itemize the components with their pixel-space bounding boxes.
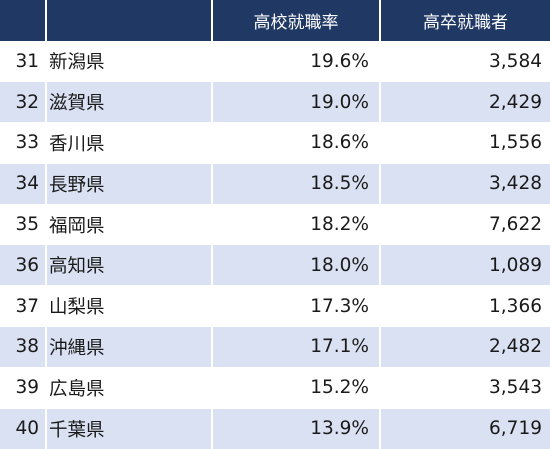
employed-cell: 3,584 (380, 40, 550, 82)
rate-cell: 15.2% (212, 366, 381, 409)
employed-cell: 2,482 (380, 326, 550, 368)
rank-cell: 40 (0, 407, 47, 449)
prefecture-cell: 滋賀県 (46, 81, 213, 123)
table-row: 31 新潟県 19.6% 3,584 (0, 40, 550, 82)
rate-cell: 19.6% (212, 40, 381, 82)
prefecture-cell: 広島県 (46, 366, 213, 409)
rank-cell: 32 (0, 81, 47, 123)
rate-cell: 18.6% (212, 122, 381, 164)
employed-cell: 3,543 (380, 366, 550, 409)
employed-cell: 1,366 (380, 285, 550, 327)
table-row: 35 福岡県 18.2% 7,622 (0, 203, 550, 245)
employed-cell: 3,428 (380, 162, 550, 205)
rank-cell: 39 (0, 366, 47, 409)
prefecture-cell: 高知県 (46, 244, 213, 286)
prefecture-cell: 新潟県 (46, 40, 213, 82)
rank-cell: 31 (0, 40, 47, 82)
employed-cell: 2,429 (380, 81, 550, 123)
table-row: 37 山梨県 17.3% 1,366 (0, 285, 550, 327)
rank-cell: 38 (0, 326, 47, 368)
rate-cell: 18.0% (212, 244, 381, 286)
table-row: 40 千葉県 13.9% 6,719 (0, 407, 550, 449)
header-employed: 高卒就職者 (380, 0, 550, 41)
rate-cell: 18.5% (212, 162, 381, 205)
table-row: 33 香川県 18.6% 1,556 (0, 122, 550, 164)
table-row: 39 広島県 15.2% 3,543 (0, 366, 550, 409)
rate-cell: 17.1% (212, 326, 381, 368)
rank-cell: 37 (0, 285, 47, 327)
prefecture-cell: 長野県 (46, 162, 213, 205)
employed-cell: 1,089 (380, 244, 550, 286)
rate-cell: 13.9% (212, 407, 381, 449)
rank-cell: 34 (0, 162, 47, 205)
table-row: 32 滋賀県 19.0% 2,429 (0, 81, 550, 123)
prefecture-cell: 千葉県 (46, 407, 213, 449)
table-body: 31 新潟県 19.6% 3,584 32 滋賀県 19.0% 2,429 33… (0, 40, 550, 449)
header-rank (0, 0, 47, 41)
employed-cell: 7,622 (380, 203, 550, 245)
rate-cell: 17.3% (212, 285, 381, 327)
rank-cell: 36 (0, 244, 47, 286)
employed-cell: 1,556 (380, 122, 550, 164)
table-row: 34 長野県 18.5% 3,428 (0, 162, 550, 205)
header-rate: 高校就職率 (212, 0, 381, 41)
header-prefecture (46, 0, 213, 41)
prefecture-cell: 香川県 (46, 122, 213, 164)
table-header: 高校就職率 高卒就職者 (0, 0, 550, 41)
rank-cell: 33 (0, 122, 47, 164)
prefecture-cell: 福岡県 (46, 203, 213, 245)
rate-cell: 18.2% (212, 203, 381, 245)
rate-cell: 19.0% (212, 81, 381, 123)
prefecture-cell: 山梨県 (46, 285, 213, 327)
employed-cell: 6,719 (380, 407, 550, 449)
table-row: 36 高知県 18.0% 1,089 (0, 244, 550, 286)
prefecture-cell: 沖縄県 (46, 326, 213, 368)
table-row: 38 沖縄県 17.1% 2,482 (0, 326, 550, 368)
header-row: 高校就職率 高卒就職者 (0, 0, 550, 41)
rank-cell: 35 (0, 203, 47, 245)
